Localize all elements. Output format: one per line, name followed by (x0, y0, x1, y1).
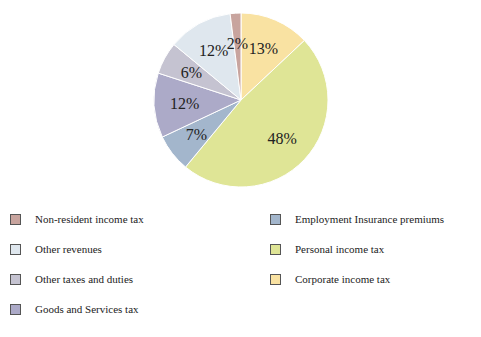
html-text:Other revenues: Other revenues (35, 243, 102, 255)
html-text:Other taxes and duties: Other taxes and duties (35, 273, 134, 285)
svg-text:12%: 12% (170, 95, 199, 112)
html-text:Employment Insurance premiums: Employment Insurance premiums (295, 213, 445, 225)
svg-text:13%: 13% (249, 40, 278, 57)
html-text:Goods and Services tax: Goods and Services tax (35, 303, 139, 315)
html-text:Corporate income tax: Corporate income tax (295, 273, 391, 285)
svg-text:12%: 12% (199, 42, 228, 59)
svg-text:2%: 2% (227, 35, 248, 52)
svg-text:7%: 7% (186, 126, 207, 143)
svg-text:6%: 6% (181, 64, 202, 81)
svg-text:48%: 48% (268, 130, 297, 147)
html-text:Personal income tax: Personal income tax (295, 243, 385, 255)
html-text:Non-resident income tax: Non-resident income tax (35, 213, 144, 225)
